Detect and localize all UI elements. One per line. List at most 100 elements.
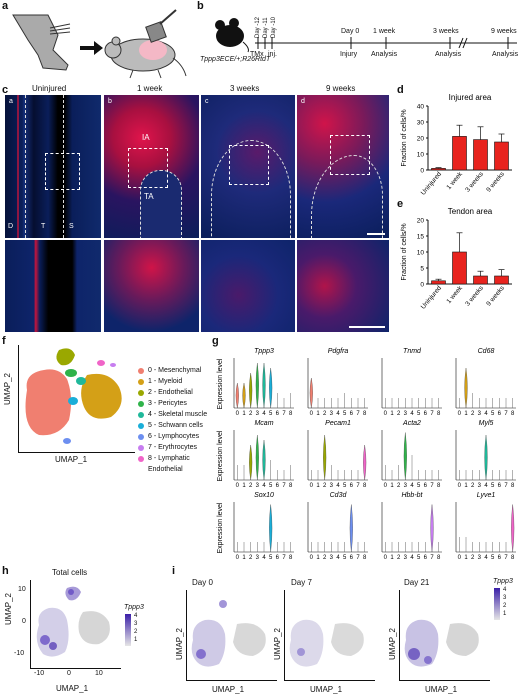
violin: [403, 432, 407, 481]
violin-x-tick: 6: [350, 411, 354, 417]
mouse-icon: [104, 36, 187, 79]
umap-feature-day7: [284, 590, 375, 681]
violin-x-tick: 8: [511, 411, 515, 417]
timeline-day-10: Day -10: [271, 16, 277, 38]
violin: [255, 434, 259, 481]
violin-x-tick: 2: [471, 555, 475, 561]
violin: [235, 382, 239, 409]
violin-x-tick: 5: [343, 555, 347, 561]
legend-cluster-5: 5 - Schwann cells: [138, 420, 207, 431]
violin-x-tick: 7: [356, 555, 360, 561]
violin-x-tick: 5: [269, 411, 273, 417]
legend-dot-6: [138, 433, 144, 440]
x-tick-label: 3 weeks: [464, 170, 485, 193]
violin-x-tick: 5: [269, 555, 273, 561]
cluster-2-blob: [56, 348, 75, 366]
violin: [363, 444, 367, 481]
violin-x-tick: 7: [504, 555, 508, 561]
violin-x-tick: 2: [323, 555, 327, 561]
violin: [255, 362, 259, 409]
y-tick-label: 30: [417, 120, 425, 127]
violin-x-tick: 7: [430, 555, 434, 561]
col-title-9weeks: 9 weeks: [326, 84, 356, 93]
x-tick-label: 3 weeks: [464, 284, 485, 307]
violin-x-tick: 3: [478, 483, 482, 489]
gene-label: Mcam: [254, 420, 273, 427]
chart-title: Tendon area: [448, 207, 493, 216]
gene-label: Myl5: [479, 420, 494, 427]
col-title-3weeks: 3 weeks: [230, 84, 260, 93]
violin-x-tick: 8: [289, 411, 293, 417]
violin: [262, 439, 266, 481]
violin-x-tick: 2: [471, 483, 475, 489]
violin-x-tick: 7: [504, 483, 508, 489]
bar-chart-injured: Injured area 0 10 20 30 40 Fraction of cells/%…: [401, 93, 512, 197]
gene-label: Pecam1: [325, 420, 351, 427]
cluster-6-blob: [63, 438, 71, 444]
violin-x-tick: 6: [498, 555, 502, 561]
timeline-day-12: Day -12: [255, 16, 261, 38]
violin-x-tick: 4: [262, 483, 266, 489]
violin-x-tick: 8: [363, 555, 367, 561]
bar: [494, 275, 509, 285]
legend-cluster-8: 8 - Lymphatic: [138, 453, 207, 464]
violin-ylabel: Expression level: [217, 430, 224, 481]
violin-x-tick: 7: [356, 411, 360, 417]
col-title-uninjured: Uninjured: [32, 84, 67, 93]
violin-x-tick: 7: [282, 411, 286, 417]
violin-x-tick: 1: [390, 483, 394, 489]
violin-x-tick: 5: [491, 483, 495, 489]
y-tick-label: 10: [417, 250, 425, 257]
legend-cluster-2: 2 - Endothelial: [138, 387, 207, 398]
gene-label: Lyve1: [477, 492, 496, 499]
cluster-3-blob: [65, 369, 77, 377]
timeline-day0: Day 0: [341, 28, 360, 35]
violin-x-tick: 7: [356, 483, 360, 489]
violin-x-tick: 2: [323, 483, 327, 489]
violin-x-tick: 2: [397, 483, 401, 489]
h-ytick-0: 0: [22, 618, 26, 625]
i-ylabel-day0: UMAP_2: [175, 627, 184, 660]
violin-x-tick: 7: [430, 483, 434, 489]
violin-x-tick: 2: [249, 555, 253, 561]
bar: [452, 251, 467, 285]
i-xlabel-day21: UMAP_1: [425, 685, 458, 694]
h-ytick-10: 10: [18, 586, 26, 593]
sub-label-d: d: [301, 98, 305, 105]
panel-label-d: d: [397, 84, 404, 96]
violin-ylabel: Expression level: [217, 502, 224, 553]
violin-x-tick: 6: [424, 483, 428, 489]
micrograph-3weeks: c: [201, 95, 295, 238]
arrow-right-icon: [80, 41, 103, 55]
violin-x-tick: 1: [242, 555, 246, 561]
gene-label: Cd3d: [330, 492, 348, 499]
gene-label: Cd68: [478, 348, 495, 355]
cluster-5-blob: [68, 397, 78, 405]
violin-x-tick: 3: [330, 411, 334, 417]
h-legend-title: Tppp3: [124, 604, 144, 611]
bar: [431, 168, 446, 171]
timeline-axis: [255, 37, 517, 49]
i-title-day21: Day 21: [404, 578, 430, 587]
violin-x-tick: 0: [236, 483, 240, 489]
panel-label-a: a: [2, 0, 9, 12]
violin-x-tick: 1: [242, 411, 246, 417]
violin-x-tick: 1: [316, 411, 320, 417]
violin-x-tick: 6: [350, 555, 354, 561]
timeline-9weeks: 9 weeks: [491, 28, 517, 35]
y-tick-label: 5: [420, 266, 424, 273]
violin-x-tick: 6: [424, 411, 428, 417]
legend-cluster-0: 0 - Mesenchymal: [138, 365, 207, 376]
x-tick-label: 1 week: [445, 170, 464, 191]
y-tick-label: 40: [417, 104, 425, 111]
violin-x-tick: 2: [397, 555, 401, 561]
timeline-analysis-2: Analysis: [435, 51, 462, 58]
violin: [249, 444, 253, 481]
violin-x-tick: 3: [256, 411, 260, 417]
violin-x-tick: 4: [484, 483, 488, 489]
legend-cluster-1: 1 - Myeloid: [138, 376, 207, 387]
i-legend-colorbar: [494, 588, 500, 620]
timeline-tmx: TMx: [250, 51, 264, 58]
h-legend-tick-1: 1: [134, 637, 138, 643]
